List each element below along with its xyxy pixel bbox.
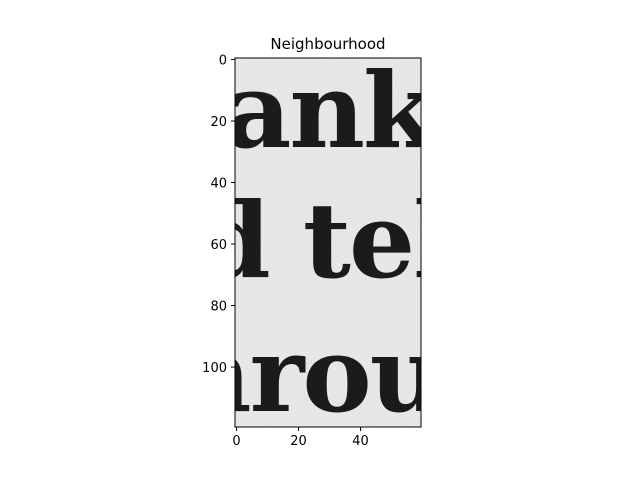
x-tick-label: 0 <box>232 434 240 449</box>
x-tick-label: 20 <box>290 434 307 449</box>
y-tick-label: 100 <box>202 361 227 376</box>
y-axis: 0 20 40 60 80 100 <box>202 54 235 376</box>
y-tick-label: 60 <box>210 238 227 253</box>
x-tick-label: 40 <box>352 434 369 449</box>
y-tick-label: 20 <box>210 115 227 130</box>
chart-title: Neighbourhood <box>270 35 385 53</box>
image-area: ank d tel hrou <box>176 49 451 436</box>
image-text-line-1: ank <box>224 49 437 172</box>
y-tick-label: 80 <box>210 300 227 315</box>
image-text-line-2: d tel <box>198 179 451 302</box>
y-tick-label: 40 <box>210 177 227 192</box>
paper-texture <box>235 58 421 427</box>
x-axis: 0 20 40 <box>232 427 369 449</box>
image-text-line-3: hrou <box>176 313 443 436</box>
plot-frame <box>234 57 422 428</box>
y-tick-label: 0 <box>219 54 227 69</box>
